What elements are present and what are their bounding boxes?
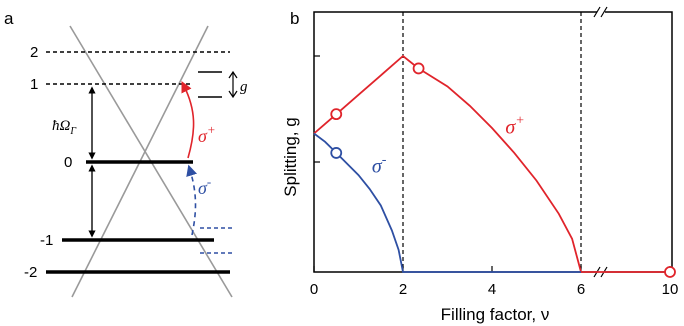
axis-break-gap-top <box>597 9 605 15</box>
series-line-sigma-minus <box>313 132 581 273</box>
panel-a-label: a <box>4 9 14 28</box>
level-label-1: 1 <box>30 76 38 93</box>
g-arrow-head-down <box>228 90 238 99</box>
x-tick-label: 2 <box>399 281 407 298</box>
panel-b-label: b <box>290 9 299 28</box>
series-annotation-sigma-minus: σ- <box>372 152 387 177</box>
chart-annotations-group: σ+ σ- <box>372 114 525 178</box>
data-marker <box>412 62 425 75</box>
sigma-plus-label-a: σ+ <box>198 122 216 146</box>
sigma-minus-label-a: σ- <box>198 174 211 198</box>
panel-a-diagram: a 2 1 0 -1 -2 ħΩΓ <box>4 9 248 298</box>
chart-axes: 0 2 4 6 10 <box>310 6 679 298</box>
plot-frame <box>313 11 673 273</box>
g-symbol: g <box>240 79 248 95</box>
x-axis-title: Filling factor, ν <box>441 305 550 324</box>
energy-symbol: ħΩΓ <box>52 118 76 137</box>
chart-series-group <box>313 54 670 273</box>
data-marker <box>664 266 676 278</box>
g-arrow-head-up <box>228 70 238 79</box>
series-line-sigma-plus <box>313 54 670 273</box>
data-marker <box>330 147 343 159</box>
sigma-minus-transition-arrow <box>186 164 197 236</box>
panel-b-chart: b 0 2 4 6 10 σ+ σ- Filling factor, ν Splittin… <box>281 6 679 324</box>
x-tick-label: 10 <box>662 281 679 298</box>
axis-break-mark <box>593 6 601 18</box>
axis-break-mark <box>600 6 608 18</box>
data-marker <box>330 108 343 121</box>
series-annotation-sigma-plus: σ+ <box>505 114 524 139</box>
x-tick-label: 6 <box>577 281 585 298</box>
x-tick-label: 4 <box>488 281 496 298</box>
level-label-2: 2 <box>30 44 38 61</box>
y-axis-title: Splitting, g <box>281 117 300 196</box>
level-label-minus2: -2 <box>24 264 37 281</box>
x-tick-label: 0 <box>310 281 318 298</box>
sigma-plus-transition-arrow <box>181 80 195 159</box>
level-label-minus1: -1 <box>40 232 53 249</box>
level-label-0: 0 <box>64 154 72 171</box>
chart-markers-group <box>330 62 676 278</box>
